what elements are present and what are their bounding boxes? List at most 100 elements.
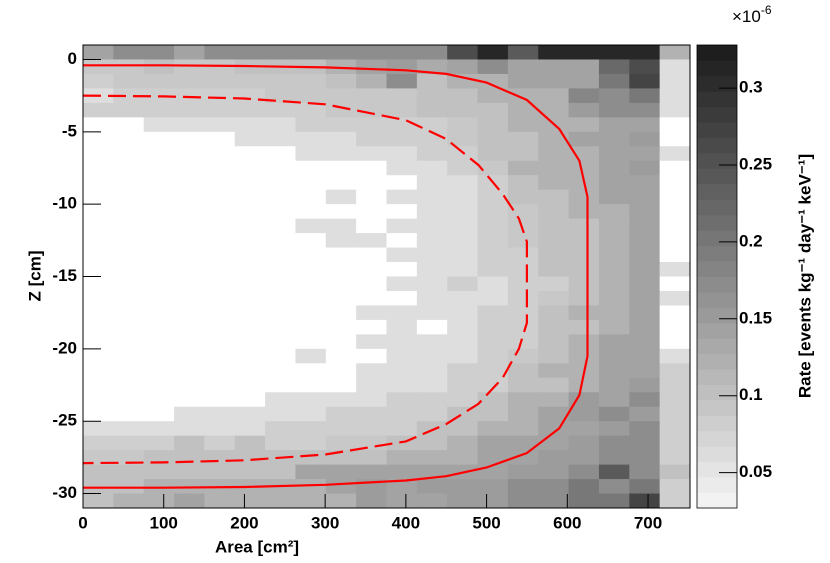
colorbar-band <box>697 106 737 123</box>
heat-cell <box>204 493 236 509</box>
y-axis-label: Z [cm] <box>25 251 44 302</box>
heat-cell <box>538 102 569 118</box>
heat-cell <box>598 45 630 60</box>
heat-cell <box>356 319 387 335</box>
heat-cell <box>477 392 509 408</box>
heat-cell <box>477 479 509 494</box>
heat-cell <box>204 117 236 133</box>
heat-cell <box>204 450 236 465</box>
heat-cell <box>416 464 448 480</box>
heat-cell <box>325 73 357 89</box>
heat-cell <box>356 59 387 75</box>
heat-cell <box>234 131 266 147</box>
heat-cell <box>325 305 357 321</box>
heat-cell <box>416 262 448 277</box>
heat-cell <box>83 175 114 191</box>
heat-cell <box>416 247 448 263</box>
heat-cell <box>204 435 236 451</box>
heat-cell <box>659 290 691 306</box>
heat-cell <box>356 406 387 422</box>
heat-cell <box>598 73 630 89</box>
heat-cell <box>83 305 114 321</box>
heat-cell <box>295 88 327 104</box>
heat-cell <box>386 189 418 205</box>
multiplier-exponent: -6 <box>761 3 772 17</box>
colorbar-tick-label: 0.2 <box>739 231 763 250</box>
heat-cell <box>356 175 387 191</box>
heat-cell <box>174 392 205 408</box>
heat-cell <box>477 88 509 104</box>
heat-cell <box>568 88 600 104</box>
heat-cell <box>234 218 266 234</box>
heat-cell <box>416 435 448 451</box>
heat-cell <box>356 117 387 133</box>
heat-cell <box>416 377 448 393</box>
heat-cell <box>659 348 691 364</box>
heat-cell <box>416 218 448 234</box>
heat-cell <box>386 305 418 321</box>
heat-cell <box>568 247 600 263</box>
heat-cell <box>83 131 114 147</box>
heat-cell <box>265 435 296 451</box>
heat-cell <box>204 421 236 437</box>
heat-cell <box>416 175 448 191</box>
heat-cell <box>174 421 205 437</box>
heat-cell <box>477 233 509 248</box>
heat-cell <box>477 146 509 162</box>
heat-cell <box>265 233 296 248</box>
heat-cell <box>204 262 236 277</box>
heat-cell <box>386 247 418 263</box>
heat-cell <box>204 218 236 234</box>
heat-cell <box>568 276 600 292</box>
heat-cell <box>325 218 357 234</box>
heat-cell <box>598 218 630 234</box>
heat-cell <box>659 406 691 422</box>
heat-cell <box>143 233 175 248</box>
heat-cell <box>416 73 448 89</box>
heat-cell <box>83 348 114 364</box>
heat-cell <box>477 45 509 60</box>
heat-cell <box>204 189 236 205</box>
heat-cell <box>629 175 661 191</box>
heat-cell <box>538 262 569 277</box>
heat-cell <box>416 59 448 75</box>
heat-cell <box>507 233 539 248</box>
heat-cell <box>265 247 296 263</box>
heat-cell <box>659 102 691 118</box>
heat-cell <box>265 117 296 133</box>
heat-cell <box>295 348 327 364</box>
heat-cell <box>204 406 236 422</box>
heat-cell <box>356 363 387 379</box>
colorbar-band <box>697 353 737 370</box>
heat-cell <box>295 117 327 133</box>
heat-cell <box>447 377 478 393</box>
heat-cell <box>234 421 266 437</box>
heat-cell <box>507 290 539 306</box>
heat-cell <box>234 189 266 205</box>
colorbar-band <box>697 137 737 154</box>
heat-cell <box>507 146 539 162</box>
heat-cell <box>174 276 205 292</box>
heatmap <box>83 45 691 509</box>
heat-cell <box>265 290 296 306</box>
heat-cell <box>386 262 418 277</box>
heat-cell <box>265 189 296 205</box>
heat-cell <box>234 493 266 509</box>
heat-cell <box>386 73 418 89</box>
heat-cell <box>265 204 296 220</box>
heat-cell <box>143 319 175 335</box>
heat-cell <box>143 276 175 292</box>
heat-cell <box>447 146 478 162</box>
heat-cell <box>598 363 630 379</box>
heat-cell <box>386 45 418 60</box>
heat-cell <box>113 421 145 437</box>
heat-cell <box>295 218 327 234</box>
heat-cell <box>234 88 266 104</box>
heat-cell <box>538 377 569 393</box>
heat-cell <box>386 406 418 422</box>
heat-cell <box>538 218 569 234</box>
heat-cell <box>325 377 357 393</box>
heat-cell <box>174 493 205 509</box>
heat-cell <box>234 334 266 350</box>
heat-cell <box>295 131 327 147</box>
